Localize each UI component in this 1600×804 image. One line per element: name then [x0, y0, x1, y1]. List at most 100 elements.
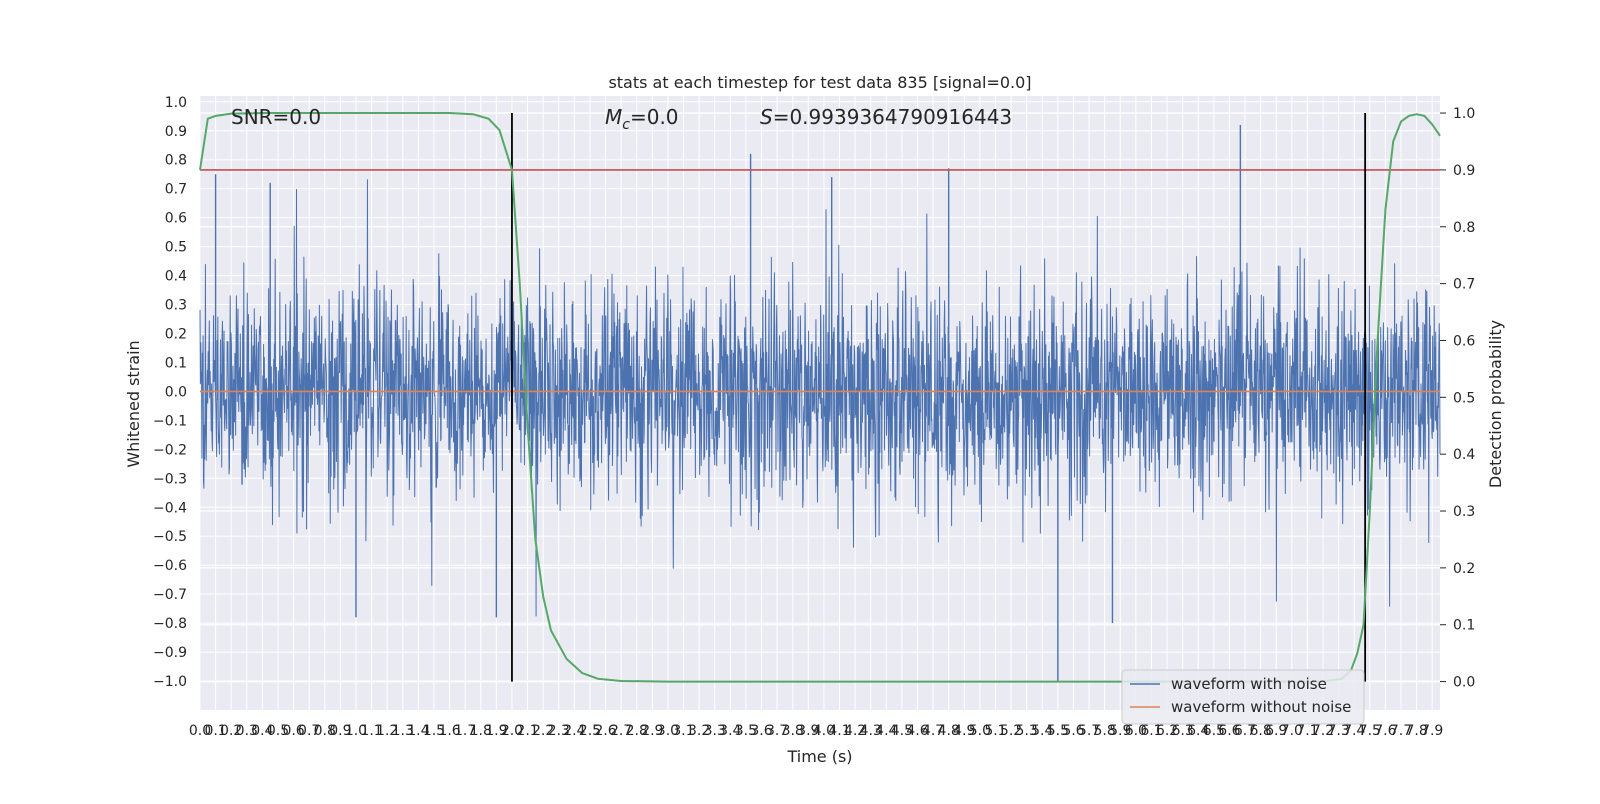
x-tick-label: 3.7: [766, 723, 788, 739]
x-tick-label: 0.2: [220, 723, 242, 739]
x-tick-label: 5.7: [1078, 723, 1100, 739]
x-tick-label: 7.2: [1312, 723, 1334, 739]
x-tick-label: 3.9: [797, 723, 819, 739]
x-tick-label: 2.8: [626, 723, 648, 739]
x-tick-label: 0.8: [314, 723, 336, 739]
x-tick-label: 6.2: [1156, 723, 1178, 739]
x-tick-label: 0.7: [298, 723, 320, 739]
legend-label-noise: waveform with noise: [1171, 675, 1327, 693]
y2-axis-label: Detection probability: [1486, 320, 1505, 488]
x-tick-label: 0.4: [251, 723, 273, 739]
y-tick-label: 0.4: [165, 269, 187, 285]
x-tick-label: 2.1: [516, 723, 538, 739]
y2-tick-label: 1.0: [1453, 106, 1475, 122]
x-tick-label: 3.2: [688, 723, 710, 739]
chirp-mass-subscript: c: [622, 117, 630, 133]
x-tick-label: 5.1: [984, 723, 1006, 739]
chirp-mass-symbol: M: [605, 105, 622, 129]
x-tick-label: 4.3: [860, 723, 882, 739]
x-tick-label: 7.3: [1327, 723, 1349, 739]
series-lines: [200, 169, 1440, 393]
s-annotation: S=0.9939364790916443: [760, 105, 1012, 129]
x-tick-label: 0.6: [282, 723, 304, 739]
x-tick-label: 3.6: [750, 723, 772, 739]
x-tick-label: 7.6: [1374, 723, 1396, 739]
y-tick-label: 0.7: [165, 182, 187, 198]
x-tick-label: 2.3: [548, 723, 570, 739]
x-tick-label: 5.4: [1031, 723, 1053, 739]
x-tick-label: 2.6: [594, 723, 616, 739]
x-tick-label: 4.8: [938, 723, 960, 739]
x-tick-label: 2.5: [579, 723, 601, 739]
x-tick-label: 1.4: [407, 723, 429, 739]
x-tick-label: 6.3: [1172, 723, 1194, 739]
detection-probability-line: [199, 112, 1441, 683]
y-tick-label: −0.9: [153, 645, 187, 661]
x-tick-label: 3.0: [657, 723, 679, 739]
x-tick-label: 6.4: [1187, 723, 1209, 739]
snr-annotation: SNR=0.0: [231, 105, 321, 129]
chirp-mass-value: =0.0: [630, 105, 679, 129]
x-tick-label: 2.0: [501, 723, 523, 739]
x-tick-label: 2.9: [641, 723, 663, 739]
x-tick-label: 7.8: [1405, 723, 1427, 739]
x-tick-label: 4.6: [906, 723, 928, 739]
y-tick-label: −0.5: [153, 529, 187, 545]
y-axis-label: Whitened strain: [124, 340, 143, 467]
x-tick-label: 5.0: [969, 723, 991, 739]
x-tick-label: 5.5: [1047, 723, 1069, 739]
y2-tick-label: 0.5: [1453, 390, 1475, 406]
y-tick-label: 1.0: [165, 95, 187, 111]
x-tick-label: 7.0: [1281, 723, 1303, 739]
y-tick-label: −1.0: [153, 674, 187, 690]
x-tick-label: 1.8: [470, 723, 492, 739]
x-tick-label: 4.0: [813, 723, 835, 739]
x-tick-label: 0.3: [236, 723, 258, 739]
x-tick-label: 4.1: [828, 723, 850, 739]
x-tick-label: 0.0: [189, 723, 211, 739]
x-tick-label: 6.5: [1203, 723, 1225, 739]
y2-tick-label: 0.6: [1453, 333, 1475, 349]
x-tick-label: 4.4: [875, 723, 897, 739]
series-waveform-with-noise: [199, 124, 1441, 682]
y2-tick-label: 0.2: [1453, 561, 1475, 577]
legend-box: [1121, 669, 1365, 725]
x-tick-label: 5.3: [1016, 723, 1038, 739]
x-tick-label: 7.1: [1296, 723, 1318, 739]
y-tick-label: −0.7: [153, 587, 187, 603]
y-tick-label: −0.1: [153, 413, 187, 429]
x-tick-label: 0.9: [329, 723, 351, 739]
x-tick-label: 1.0: [345, 723, 367, 739]
x-tick-label: 3.3: [704, 723, 726, 739]
y2-tick-label: 0.0: [1453, 675, 1475, 691]
x-tick-label: 2.7: [610, 723, 632, 739]
y-tick-label: 0.3: [165, 298, 187, 314]
x-tick-label: 6.1: [1140, 723, 1162, 739]
y-tick-label: −0.4: [153, 500, 187, 516]
legend-label-clean: waveform without noise: [1171, 698, 1351, 716]
y-tick-label: −0.2: [153, 442, 187, 458]
x-tick-label: 3.8: [782, 723, 804, 739]
chirp-mass-annotation: Mc=0.0: [605, 105, 679, 133]
x-tick-label: 5.2: [1000, 723, 1022, 739]
s-value: =0.9939364790916443: [773, 105, 1012, 129]
y-tick-label: 0.2: [165, 326, 187, 342]
y2-tick-label: 0.3: [1453, 504, 1475, 520]
x-tick-label: 6.8: [1249, 723, 1271, 739]
x-tick-label: 6.0: [1125, 723, 1147, 739]
y-tick-label: 0.9: [165, 124, 187, 140]
x-tick-label: 7.4: [1343, 723, 1365, 739]
x-tick-label: 2.4: [563, 723, 585, 739]
x-tick-label: 4.7: [922, 723, 944, 739]
x-tick-label: 3.1: [672, 723, 694, 739]
y-tick-label: 0.1: [165, 355, 187, 371]
y2-tick-label: 0.4: [1453, 447, 1475, 463]
y2-tick-label: 0.9: [1453, 163, 1475, 179]
x-tick-label: 0.5: [267, 723, 289, 739]
y2-tick-label: 0.7: [1453, 277, 1475, 293]
s-symbol: S: [760, 105, 773, 129]
x-tick-label: 4.9: [953, 723, 975, 739]
x-tick-label: 1.5: [423, 723, 445, 739]
